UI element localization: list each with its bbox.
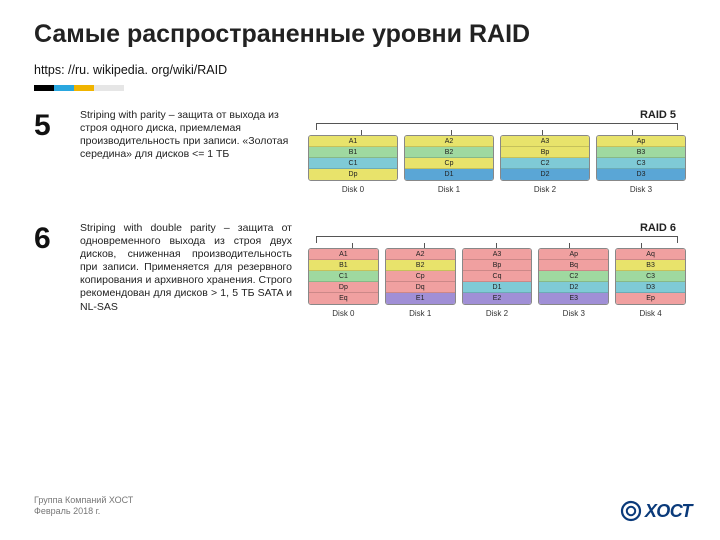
footer-line2: Февраль 2018 г. <box>34 506 133 518</box>
disk-block: Cp <box>386 271 455 282</box>
colorbar-segment <box>54 85 74 91</box>
source-url: https: //ru. wikipedia. org/wiki/RAID <box>34 63 686 77</box>
disk-label: Disk 3 <box>538 309 609 318</box>
disk-block: D2 <box>501 169 589 180</box>
disk-block: D1 <box>405 169 493 180</box>
disk-label: Disk 3 <box>596 185 686 194</box>
disk-block: A1 <box>309 136 397 147</box>
disk-label: Disk 0 <box>308 309 379 318</box>
disk-block: Bp <box>463 260 532 271</box>
disk-block: B1 <box>309 260 378 271</box>
raid-level-number: 6 <box>34 222 80 254</box>
diagram-label: RAID 5 <box>308 109 686 121</box>
disk-block: A2 <box>386 249 455 260</box>
disk-block: D2 <box>539 282 608 293</box>
disk-block: B2 <box>405 147 493 158</box>
colorbar-segment <box>74 85 94 91</box>
raid-diagram: RAID 6 A1B1C1DpEq Disk 0 A2B2CpDqE1 Disk 1 A3… <box>300 222 686 318</box>
logo: ХОСТ <box>620 500 692 522</box>
disk-block: C1 <box>309 271 378 282</box>
disk-label: Disk 2 <box>462 309 533 318</box>
disk-block: A1 <box>309 249 378 260</box>
raid-description: Striping with double parity – защита от … <box>80 222 300 314</box>
disk-block: Dq <box>386 282 455 293</box>
color-bar <box>34 85 686 91</box>
disk: A1B1C1Dp Disk 0 <box>308 135 398 194</box>
disk-block: C1 <box>309 158 397 169</box>
disk: A3BpCqD1E2 Disk 2 <box>462 248 533 318</box>
raid-row: 5Striping with parity – защита от выхода… <box>34 109 686 194</box>
disk-block: Eq <box>309 293 378 304</box>
disk: ApB3C3D3 Disk 3 <box>596 135 686 194</box>
disk: AqB3C3D3Ep Disk 4 <box>615 248 686 318</box>
disk-block: Dp <box>309 282 378 293</box>
disk-block: D3 <box>597 169 685 180</box>
raid-diagram: RAID 5 A1B1C1Dp Disk 0 A2B2CpD1 Disk 1 A3BpC2… <box>300 109 686 194</box>
disk-block: Ep <box>616 293 685 304</box>
disk-block: Cp <box>405 158 493 169</box>
disk-block: D3 <box>616 282 685 293</box>
disk-block: Dp <box>309 169 397 180</box>
disk-block: E1 <box>386 293 455 304</box>
logo-ring-icon <box>620 500 642 522</box>
colorbar-segment <box>94 85 124 91</box>
disk-block: Ap <box>597 136 685 147</box>
footer-line1: Группа Компаний ХОСТ <box>34 495 133 507</box>
disk-block: A2 <box>405 136 493 147</box>
disk-block: B2 <box>386 260 455 271</box>
disk-label: Disk 0 <box>308 185 398 194</box>
disk-block: C2 <box>501 158 589 169</box>
slide-title: Самые распространенные уровни RAID <box>34 20 686 49</box>
raid-description: Striping with parity – защита от выхода … <box>80 109 300 162</box>
disk-block: A3 <box>501 136 589 147</box>
disk-block: E2 <box>463 293 532 304</box>
disk-block: D1 <box>463 282 532 293</box>
footer: Группа Компаний ХОСТ Февраль 2018 г. <box>34 495 133 518</box>
disk-block: A3 <box>463 249 532 260</box>
diagram-bus <box>316 123 678 130</box>
disk-label: Disk 1 <box>385 309 456 318</box>
colorbar-segment <box>34 85 54 91</box>
raid-level-number: 5 <box>34 109 80 141</box>
disk-block: B3 <box>597 147 685 158</box>
disk-block: C2 <box>539 271 608 282</box>
disk-block: B3 <box>616 260 685 271</box>
raid-row: 6Striping with double parity – защита от… <box>34 222 686 318</box>
diagram-label: RAID 6 <box>308 222 686 234</box>
disk-block: Bp <box>501 147 589 158</box>
disk: A2B2CpD1 Disk 1 <box>404 135 494 194</box>
disk: A2B2CpDqE1 Disk 1 <box>385 248 456 318</box>
logo-text: ХОСТ <box>645 501 692 522</box>
disk-block: Bq <box>539 260 608 271</box>
disk-block: Aq <box>616 249 685 260</box>
disk-block: B1 <box>309 147 397 158</box>
diagram-bus <box>316 236 678 243</box>
disk-block: Ap <box>539 249 608 260</box>
disk-label: Disk 4 <box>615 309 686 318</box>
disk: A1B1C1DpEq Disk 0 <box>308 248 379 318</box>
disk-label: Disk 1 <box>404 185 494 194</box>
disk-label: Disk 2 <box>500 185 590 194</box>
disk: A3BpC2D2 Disk 2 <box>500 135 590 194</box>
disk-block: C3 <box>616 271 685 282</box>
disk-block: E3 <box>539 293 608 304</box>
disk-block: Cq <box>463 271 532 282</box>
disk: ApBqC2D2E3 Disk 3 <box>538 248 609 318</box>
disk-block: C3 <box>597 158 685 169</box>
